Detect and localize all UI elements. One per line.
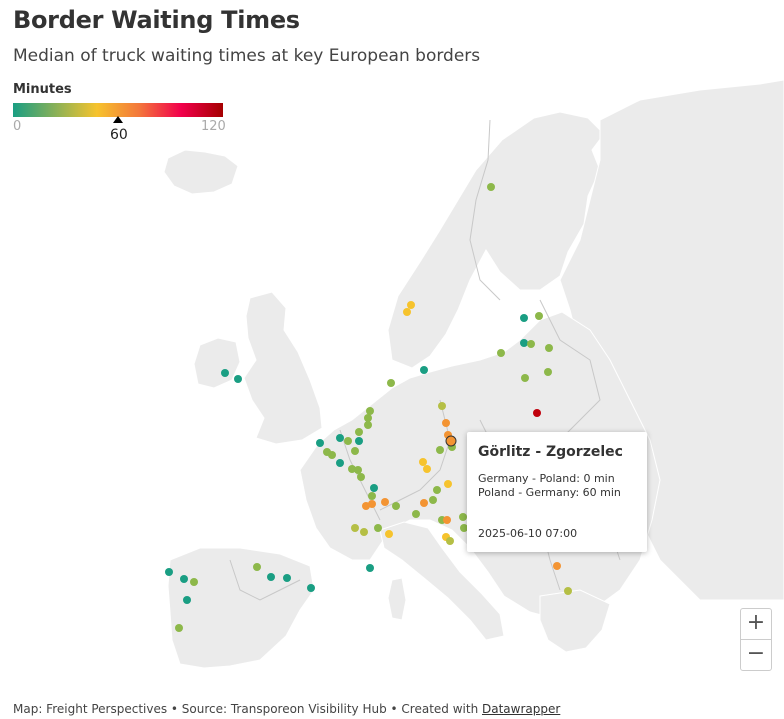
europe-map[interactable]	[0, 80, 784, 690]
border-marker[interactable]	[533, 409, 541, 417]
tooltip-line-1: Germany - Poland: 0 min	[478, 472, 615, 485]
border-marker[interactable]	[328, 451, 336, 459]
tooltip-date: 2025-06-10 07:00	[478, 527, 578, 540]
border-marker[interactable]	[429, 496, 437, 504]
border-baltics	[539, 299, 601, 441]
footer-datawrapper-link[interactable]: Datawrapper	[482, 702, 561, 716]
border-marker[interactable]	[392, 502, 400, 510]
land-sardinia	[387, 577, 407, 621]
border-marker[interactable]	[283, 574, 291, 582]
legend-marker-label: 60	[110, 127, 128, 143]
border-marker[interactable]	[385, 530, 393, 538]
border-marker[interactable]	[366, 564, 374, 572]
border-marker[interactable]	[436, 446, 444, 454]
border-marker[interactable]	[443, 516, 451, 524]
land-iberia	[167, 547, 315, 669]
border-marker[interactable]	[564, 587, 572, 595]
tooltip-title: Görlitz - Zgorzelec	[478, 444, 623, 460]
border-marker[interactable]	[357, 473, 365, 481]
border-marker[interactable]	[348, 465, 356, 473]
border-marker[interactable]	[433, 486, 441, 494]
border-marker[interactable]	[420, 366, 428, 374]
legend-title: Minutes	[13, 82, 72, 97]
border-marker[interactable]	[234, 375, 242, 383]
zoom-out-button[interactable]: −	[746, 641, 766, 666]
footer-credits: Map: Freight Perspectives • Source: Tran…	[13, 702, 560, 716]
border-marker[interactable]	[487, 183, 495, 191]
border-marker[interactable]	[387, 379, 395, 387]
border-marker[interactable]	[364, 414, 372, 422]
border-crossing-markers[interactable]	[165, 183, 572, 632]
border-marker[interactable]	[403, 308, 411, 316]
page-title: Border Waiting Times	[13, 6, 300, 34]
border-marker[interactable]	[420, 499, 428, 507]
border-marker[interactable]	[183, 596, 191, 604]
footer-source: Map: Freight Perspectives • Source: Tran…	[13, 702, 482, 716]
border-marker[interactable]	[364, 421, 372, 429]
border-marker[interactable]	[180, 575, 188, 583]
zoom-in-button[interactable]: +	[746, 610, 766, 635]
tooltip-panel: Görlitz - Zgorzelec Germany - Poland: 0 …	[467, 432, 647, 552]
border-marker[interactable]	[165, 568, 173, 576]
border-marker[interactable]	[444, 480, 452, 488]
border-marker[interactable]	[351, 447, 359, 455]
border-marker[interactable]	[381, 498, 389, 506]
border-sweden-finland	[469, 119, 501, 301]
border-marker[interactable]	[438, 402, 446, 410]
legend-marker-triangle	[113, 116, 123, 123]
border-marker[interactable]	[545, 344, 553, 352]
border-marker[interactable]	[190, 578, 198, 586]
tooltip-line-2: Poland - Germany: 60 min	[478, 486, 621, 499]
border-marker[interactable]	[354, 466, 362, 474]
border-marker[interactable]	[520, 339, 528, 347]
border-marker[interactable]	[497, 349, 505, 357]
border-marker[interactable]	[351, 524, 359, 532]
border-marker[interactable]	[442, 419, 450, 427]
border-marker[interactable]	[362, 502, 370, 510]
legend-max-label: 120	[201, 119, 226, 134]
border-marker[interactable]	[355, 428, 363, 436]
border-marker[interactable]	[521, 374, 529, 382]
land-great-britain	[243, 291, 323, 445]
border-marker[interactable]	[446, 537, 454, 545]
border-marker[interactable]	[344, 437, 352, 445]
border-marker[interactable]	[459, 513, 467, 521]
border-marker[interactable]	[221, 369, 229, 377]
border-marker[interactable]	[412, 510, 420, 518]
border-marker[interactable]	[368, 492, 376, 500]
border-marker[interactable]	[419, 458, 427, 466]
page-subtitle: Median of truck waiting times at key Eur…	[13, 46, 481, 66]
highlighted-marker-gorlitz[interactable]	[445, 435, 457, 447]
border-iberia	[229, 559, 301, 601]
border-marker[interactable]	[360, 528, 368, 536]
zoom-divider	[741, 639, 771, 640]
land-greece	[539, 589, 611, 653]
border-marker[interactable]	[423, 465, 431, 473]
border-marker[interactable]	[544, 368, 552, 376]
border-marker[interactable]	[553, 562, 561, 570]
border-marker[interactable]	[355, 437, 363, 445]
land-ireland	[193, 337, 241, 389]
border-marker[interactable]	[460, 524, 468, 532]
legend-min-label: 0	[13, 119, 22, 134]
border-marker[interactable]	[175, 624, 183, 632]
zoom-control: + −	[740, 608, 772, 671]
border-marker[interactable]	[520, 314, 528, 322]
border-marker[interactable]	[370, 484, 378, 492]
border-marker[interactable]	[307, 584, 315, 592]
border-marker[interactable]	[253, 563, 261, 571]
border-marker[interactable]	[527, 340, 535, 348]
border-marker[interactable]	[407, 301, 415, 309]
border-marker[interactable]	[535, 312, 543, 320]
border-marker[interactable]	[336, 459, 344, 467]
land-italy	[379, 521, 505, 641]
border-marker[interactable]	[267, 573, 275, 581]
land-iceland	[163, 149, 239, 195]
border-marker[interactable]	[374, 524, 382, 532]
border-marker[interactable]	[336, 434, 344, 442]
color-legend: Minutes 0 120 60	[13, 82, 226, 143]
legend-gradient-bar	[13, 103, 223, 117]
border-marker[interactable]	[316, 439, 324, 447]
border-marker[interactable]	[366, 407, 374, 415]
